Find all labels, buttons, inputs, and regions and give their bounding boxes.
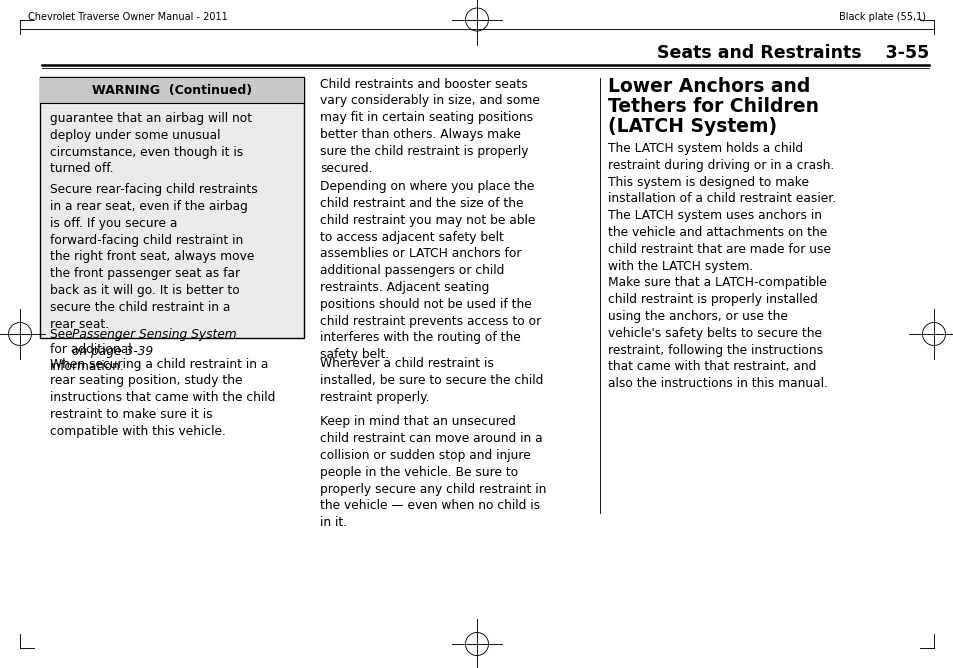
Text: See: See (50, 329, 76, 341)
Bar (40, 77, 304, 103)
Text: Lower Anchors and: Lower Anchors and (607, 77, 809, 96)
Text: Keep in mind that an unsecured
child restraint can move around in a
collision or: Keep in mind that an unsecured child res… (319, 415, 546, 529)
Text: Seats and Restraints    3-55: Seats and Restraints 3-55 (656, 44, 928, 62)
Text: for additional
information.: for additional information. (50, 343, 132, 373)
Text: Secure rear-facing child restraints
in a rear seat, even if the airbag
is off. I: Secure rear-facing child restraints in a… (50, 183, 257, 331)
Text: When securing a child restraint in a
rear seating position, study the
instructio: When securing a child restraint in a rea… (50, 357, 275, 438)
Text: Child restraints and booster seats
vary considerably in size, and some
may fit i: Child restraints and booster seats vary … (319, 77, 539, 174)
Text: Tethers for Children: Tethers for Children (607, 97, 818, 116)
Text: Passenger Sensing System
on page 3-39: Passenger Sensing System on page 3-39 (71, 329, 236, 358)
Text: Make sure that a LATCH-compatible
child restraint is properly installed
using th: Make sure that a LATCH-compatible child … (607, 277, 827, 390)
Text: Wherever a child restraint is
installed, be sure to secure the child
restraint p: Wherever a child restraint is installed,… (319, 357, 543, 403)
Text: (LATCH System): (LATCH System) (607, 116, 777, 136)
Text: Black plate (55,1): Black plate (55,1) (838, 13, 925, 23)
Text: Depending on where you place the
child restraint and the size of the
child restr: Depending on where you place the child r… (319, 180, 540, 361)
Bar (40, 77, 304, 337)
Text: Chevrolet Traverse Owner Manual - 2011: Chevrolet Traverse Owner Manual - 2011 (28, 13, 228, 23)
Text: WARNING  (Continued): WARNING (Continued) (91, 84, 252, 97)
Text: The LATCH system holds a child
restraint during driving or in a crash.
This syst: The LATCH system holds a child restraint… (607, 142, 835, 273)
Text: guarantee that an airbag will not
deploy under some unusual
circumstance, even t: guarantee that an airbag will not deploy… (50, 112, 252, 176)
